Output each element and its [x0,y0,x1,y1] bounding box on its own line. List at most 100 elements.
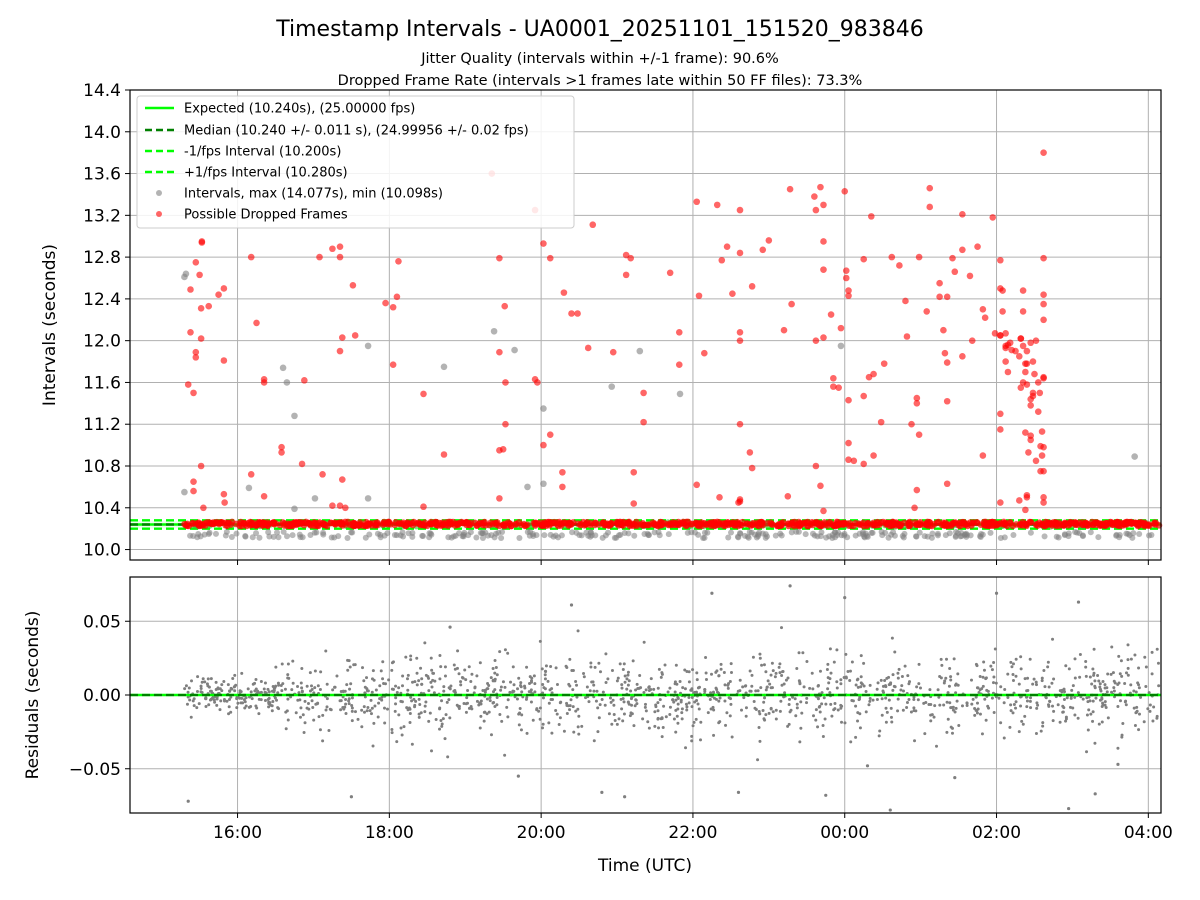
residual-point [408,711,412,715]
residual-point [1152,705,1156,709]
residual-point [695,698,699,702]
residual-point [1111,671,1115,675]
residual-point [827,681,831,685]
residual-point [374,688,378,692]
residual-point [569,698,573,702]
residual-point [835,686,839,690]
dropped-frame-point [860,460,868,468]
dropped-frame-point [1025,449,1032,456]
residual-point [535,707,539,711]
residual-point [445,700,449,704]
residual-point [1157,684,1161,688]
residual-point [1110,645,1114,649]
dropped-frame-point [788,300,795,308]
residual-point [625,687,629,691]
residual-point [531,718,535,722]
residual-point [773,675,777,679]
dropped-frame-point [1032,457,1040,465]
residual-point [690,688,694,692]
residual-point [954,683,958,687]
residual-point [629,689,633,693]
residual-point [1116,746,1120,750]
residual-point [657,726,661,730]
residual-point [944,676,948,680]
dropped-frame-point [559,468,566,476]
dropped-frame-point [1019,379,1027,386]
residual-point [1076,600,1081,604]
residual-point [1031,682,1035,686]
residual-point [299,681,303,685]
x-axis-label: Time (UTC) [597,856,692,876]
residual-point [1073,695,1077,699]
residual-point [498,713,502,717]
residual-point [1071,684,1075,688]
residual-point [997,696,1001,700]
residual-point [462,701,466,705]
dropped-frame-point [330,520,338,527]
residual-point [642,690,646,694]
residual-point [438,654,442,658]
residual-point [901,689,905,693]
residual-point [599,670,603,674]
residual-point [718,696,722,700]
interval-point [488,532,495,539]
dropped-frame-point [316,253,323,261]
residual-point [1011,711,1015,715]
interval-point [364,495,372,502]
residual-point [595,689,599,693]
residual-point [543,673,547,677]
interval-point [540,405,547,412]
dropped-frame-point [979,452,987,459]
residual-point [868,697,872,701]
residual-point [879,678,883,682]
residual-point [788,584,792,588]
interval-point [890,529,897,536]
residual-point [656,701,660,705]
residual-point [246,687,250,691]
residual-point [738,678,742,682]
residual-point [748,669,752,673]
residual-point [832,660,836,664]
interval-point [541,532,548,539]
residual-point [353,710,357,714]
residual-point [428,711,432,715]
dropped-frame-point [1040,499,1047,506]
residual-point [844,676,848,680]
dropped-frame-point [913,400,921,407]
residual-point [218,708,222,712]
residual-point [690,696,694,700]
residual-point [587,700,591,704]
residual-point [687,701,691,705]
dropped-frame-point [195,519,202,527]
residual-point [538,706,542,710]
residual-point [259,690,263,694]
residual-point [928,688,932,692]
dropped-frame-point [981,314,989,321]
residual-point [1019,655,1023,659]
residual-point [443,674,447,678]
dropped-frame-point [190,478,197,485]
residual-point [577,714,581,718]
residual-point [690,734,694,738]
residual-point [757,726,761,730]
residual-point [674,663,678,667]
residual-point [381,677,385,681]
residual-point [1087,708,1091,712]
residual-point [850,660,854,664]
dropped-frame-point [436,519,443,527]
dropped-frame-point [1034,408,1042,415]
top-y-tick-label: 12.4 [83,290,121,310]
residual-point [951,705,955,709]
residual-point [717,721,721,725]
residual-point [923,732,927,736]
residual-point [286,697,290,701]
residual-point [1020,719,1024,723]
residual-point [868,699,872,703]
dropped-frame-point [559,483,566,491]
residual-point [203,680,207,684]
dropped-frame-point [959,246,966,254]
dropped-frame-point [557,522,565,529]
residual-point [186,799,190,803]
dropped-frame-point [253,319,260,327]
residual-point [547,701,551,705]
